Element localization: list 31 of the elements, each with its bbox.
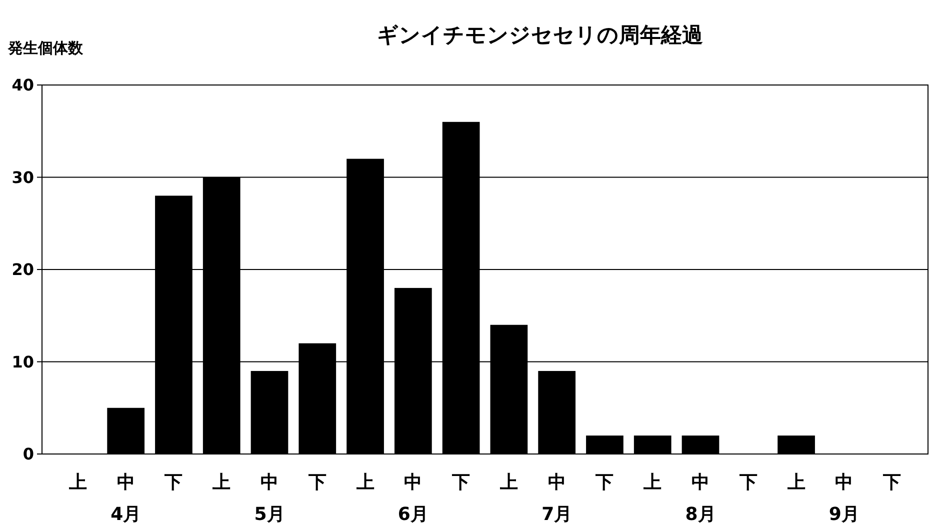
x-tick-label: 下 [738,472,758,493]
x-tick-label: 中 [835,472,854,493]
x-tick-label: 下 [164,472,183,493]
x-tick-label: 下 [594,472,614,493]
x-tick-label: 中 [260,472,278,493]
x-tick-label: 上 [786,472,806,493]
x-tick-label: 上 [212,472,231,493]
text: 7月 [542,504,572,525]
y-tick-label: 30 [12,168,34,187]
y-axis-title: 発生個体数 [7,39,84,57]
text: 9月 [828,504,860,525]
text: 6月 [398,504,428,525]
text: 5月 [254,504,285,525]
x-tick-label: 上 [355,472,374,493]
text: 4月 [110,504,142,525]
x-tick-label: 中 [404,472,422,493]
text: 8月 [685,504,716,525]
x-tick-label: 上 [68,472,87,493]
x-tick-label: 中 [692,472,710,493]
chart-title: ギンイチモンジセセリの周年経過 [377,23,703,47]
y-tick-label: 10 [12,352,34,372]
x-tick-label: 下 [307,472,326,493]
y-tick-label: 0 [22,444,34,464]
x-tick-label: 上 [498,472,518,493]
y-tick-label: 20 [12,260,34,280]
x-tick-label: 中 [116,472,135,493]
x-tick-label: 下 [882,472,902,493]
y-tick-label: 40 [12,76,34,95]
x-tick-label: 中 [548,472,566,493]
x-tick-label: 上 [642,472,662,493]
x-tick-label: 下 [451,472,470,493]
